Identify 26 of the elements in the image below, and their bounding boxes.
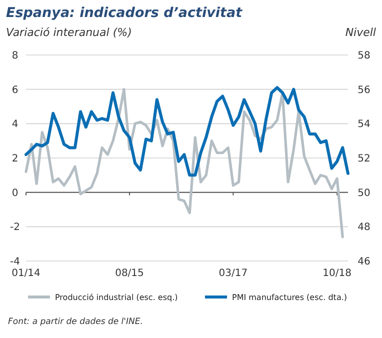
y2-tick-label: 48	[358, 222, 370, 234]
legend-label: PMI manufactures (esc. dta.)	[232, 293, 348, 302]
y-tick-label: 4	[12, 119, 18, 130]
y2-tick-label: 50	[358, 188, 370, 199]
x-tick-label: 03/17	[218, 268, 248, 279]
y-tick-label: -4	[10, 256, 20, 268]
y-tick-label: 2	[12, 154, 18, 164]
y-axis-title: Variació interanual (%)	[6, 26, 132, 39]
x-tick-label: 10/18	[322, 268, 352, 279]
y2-tick-label: 46	[358, 256, 370, 268]
y2-tick-label: 56	[358, 84, 370, 96]
line-series	[24, 86, 350, 177]
y2-axis-title: Nivell	[345, 26, 376, 39]
x-tick-label: 01/14	[12, 268, 40, 279]
legend-label: Producció industrial (esc. esq.)	[55, 293, 178, 302]
y-tick-label: -2	[10, 222, 20, 234]
y-tick-label: 0	[12, 188, 18, 199]
x-tick-label: 08/15	[115, 268, 144, 279]
y2-tick-label: 52	[358, 154, 370, 164]
y-tick-label: 6	[12, 84, 18, 96]
y2-tick-label: 54	[358, 119, 370, 130]
line-series	[24, 88, 344, 238]
y2-tick-label: 58	[358, 50, 370, 62]
text: Font: a partir de dades de l'INE.	[8, 317, 143, 327]
chart-title: Espanya: indicadors d’activitat	[6, 5, 243, 21]
y-tick-label: 8	[12, 50, 18, 62]
